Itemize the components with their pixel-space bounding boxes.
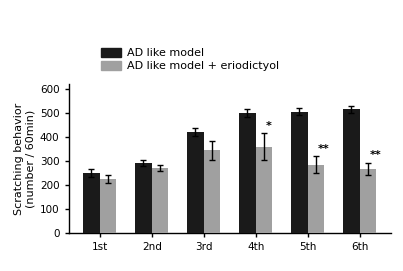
Text: **: ** — [370, 150, 382, 160]
Legend: AD like model, AD like model + eriodictyol: AD like model, AD like model + eriodicty… — [100, 47, 280, 72]
Text: *: * — [266, 121, 272, 131]
Bar — [307, 164, 324, 233]
Bar — [291, 112, 307, 233]
Bar — [187, 132, 204, 233]
Bar — [152, 168, 168, 233]
Bar — [256, 147, 272, 233]
Bar — [343, 109, 359, 233]
Bar — [239, 113, 256, 233]
Text: **: ** — [318, 144, 330, 154]
Bar — [359, 169, 376, 233]
Bar — [204, 150, 220, 233]
Bar — [100, 179, 116, 233]
Bar — [83, 173, 100, 233]
Bar — [135, 163, 152, 233]
Y-axis label: Scratching behavior
(number / 60min): Scratching behavior (number / 60min) — [14, 102, 36, 215]
